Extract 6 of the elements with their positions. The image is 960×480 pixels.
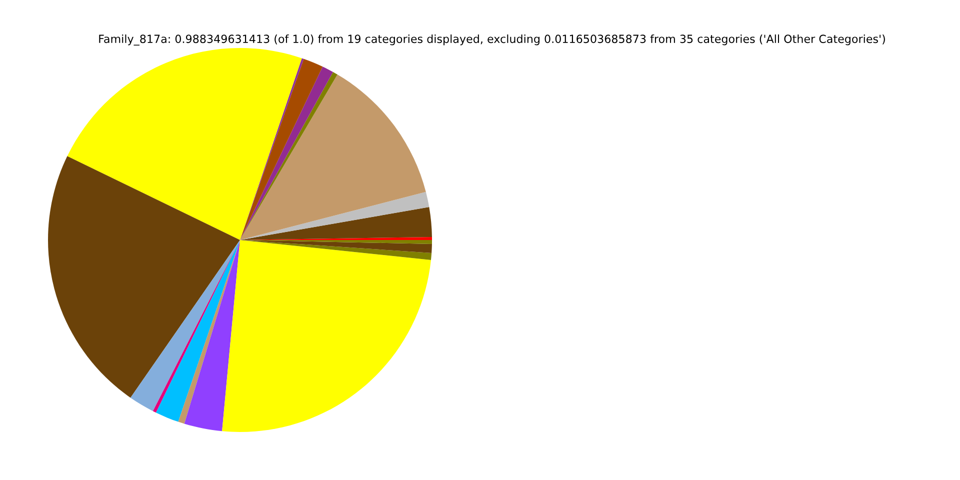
pie-slice [130, 240, 240, 412]
pie-slice [240, 192, 430, 240]
text: Family_817a: 0.988349631413 (of 1.0) from 19 categories displayed, excluding 0.0116503685873 from 35 categories ('All Other Categories') [99, 34, 885, 46]
pie-slice [240, 74, 426, 240]
pie-slice [48, 156, 240, 398]
pie-slice [240, 240, 432, 260]
